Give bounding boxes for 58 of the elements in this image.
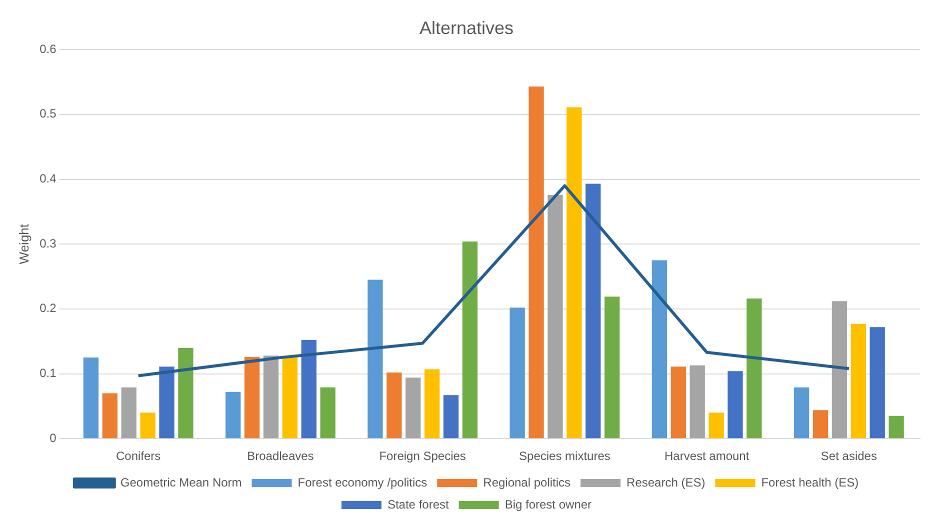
bar: [604, 296, 620, 438]
bar: [102, 393, 118, 438]
y-tick-label: 0.4: [40, 172, 57, 186]
legend-label: Forest health (ES): [761, 475, 859, 490]
y-tick-label: 0: [50, 430, 57, 445]
bar: [320, 387, 336, 438]
bar: [586, 184, 601, 438]
y-tick-label: 0.2: [40, 301, 57, 316]
x-tick-label: Set asides: [820, 449, 877, 464]
bar: [121, 387, 136, 438]
y-axis-title: Weight: [16, 224, 32, 264]
bar: [178, 348, 194, 438]
x-tick-label: Foreign Species: [379, 449, 466, 464]
legend-label: Geometric Mean Norm: [120, 475, 242, 490]
bar: [424, 369, 440, 438]
bar: [83, 358, 99, 438]
legend-label: Research (ES): [626, 475, 706, 490]
x-tick-label: Harvest amount: [664, 449, 750, 464]
bar: [386, 372, 402, 438]
bar: [263, 356, 279, 438]
bar: [708, 412, 724, 438]
chart-title: Alternatives: [419, 18, 514, 38]
bar: [368, 280, 383, 438]
bar: [670, 366, 686, 438]
bar: [140, 412, 156, 438]
bar: [566, 107, 582, 438]
bar: [812, 410, 828, 438]
bar: [794, 387, 810, 438]
bar: [462, 242, 478, 438]
y-tick-label: 0.6: [40, 42, 57, 56]
bar: [832, 301, 848, 438]
bar: [510, 308, 525, 438]
bar: [244, 356, 260, 438]
bar: [870, 327, 885, 438]
bar: [159, 366, 174, 438]
y-tick-label: 0.5: [40, 106, 57, 121]
bar: [728, 371, 743, 438]
bar: [548, 194, 563, 438]
bar: [528, 86, 544, 438]
y-tick-label: 0.1: [40, 366, 57, 380]
x-tick-label: Broadleaves: [247, 449, 314, 464]
legend-label: Regional politics: [483, 475, 571, 490]
legend-label: Forest economy /politics: [298, 475, 428, 490]
bar: [406, 378, 421, 438]
y-tick-label: 0.3: [40, 236, 57, 250]
x-tick-label: Species mixtures: [519, 449, 610, 464]
bar: [746, 298, 762, 438]
bar: [301, 340, 316, 438]
legend-label: Big forest owner: [504, 497, 592, 512]
bar: [888, 416, 904, 438]
bar: [652, 260, 668, 438]
bar: [226, 392, 241, 438]
legend-label: State forest: [387, 497, 450, 512]
bar: [443, 395, 459, 438]
bar: [282, 356, 298, 438]
bar: [850, 324, 866, 438]
bar: [690, 365, 705, 438]
x-tick-label: Conifers: [116, 449, 161, 464]
